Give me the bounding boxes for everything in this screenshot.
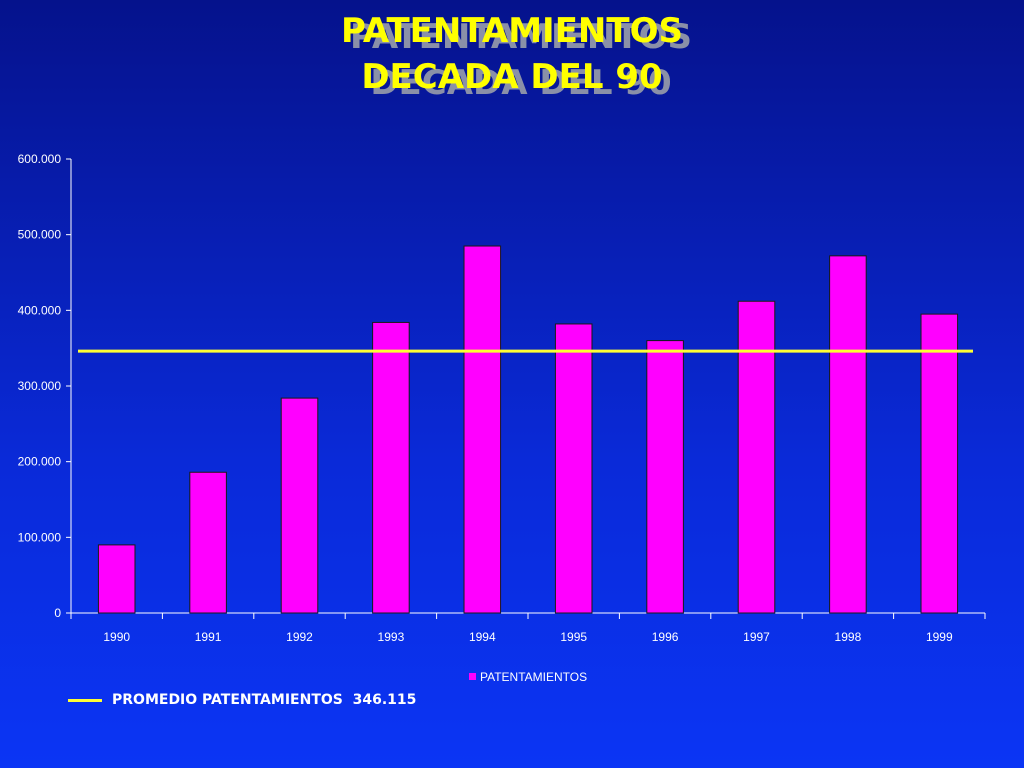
bar-1996 — [646, 340, 684, 614]
bar-1994 — [463, 245, 502, 614]
y-tick-label: 100.000 — [18, 530, 62, 544]
bar-1995 — [554, 323, 593, 614]
y-tick-label: 400.000 — [18, 303, 62, 317]
x-tick-label: 1995 — [560, 630, 587, 644]
average-legend-label: PROMEDIO PATENTAMIENTOS 346.115 — [112, 692, 417, 708]
x-tick-label: 1991 — [195, 630, 222, 644]
x-tick-label: 1992 — [286, 630, 313, 644]
y-tick-label: 600.000 — [18, 152, 62, 166]
title-line-2: DECADA DEL 90 DECADA DEL 90 — [0, 54, 1024, 103]
average-legend: PROMEDIO PATENTAMIENTOS 346.115 — [68, 689, 416, 711]
title-line-2-shadow: DECADA DEL 90 — [370, 63, 672, 103]
bar-1993 — [372, 321, 410, 614]
legend-swatch-patentamientos — [469, 673, 476, 680]
x-tick-label: 1998 — [835, 630, 862, 644]
title-line-1-text: PATENTAMIENTOS — [341, 11, 683, 51]
average-legend-swatch — [68, 698, 102, 702]
bar-1992 — [280, 397, 319, 614]
bar-1991 — [189, 471, 227, 614]
y-tick-label: 200.000 — [18, 455, 62, 469]
y-tick-label: 300.000 — [18, 379, 62, 393]
x-tick-label: 1997 — [743, 630, 770, 644]
x-tick-label: 1993 — [378, 630, 405, 644]
bar-1998 — [829, 255, 867, 614]
bar-1990 — [97, 544, 136, 614]
title-line-1: PATENTAMIENTOS PATENTAMIENTOS — [0, 8, 1024, 57]
bar-1997 — [737, 300, 776, 614]
title-line-1-shadow: PATENTAMIENTOS — [350, 17, 692, 57]
x-tick-label: 1996 — [652, 630, 679, 644]
x-tick-label: 1994 — [469, 630, 496, 644]
y-tick-label: 0 — [54, 606, 61, 620]
slide-title: PATENTAMIENTOS PATENTAMIENTOS DECADA DEL… — [0, 8, 1024, 103]
title-line-2-text: DECADA DEL 90 — [361, 57, 663, 97]
x-tick-label: 1999 — [926, 630, 953, 644]
legend-label-patentamientos: PATENTAMIENTOS — [480, 670, 587, 684]
y-tick-label: 500.000 — [18, 228, 62, 242]
x-tick-label: 1990 — [103, 630, 130, 644]
bar-1999 — [920, 313, 959, 614]
